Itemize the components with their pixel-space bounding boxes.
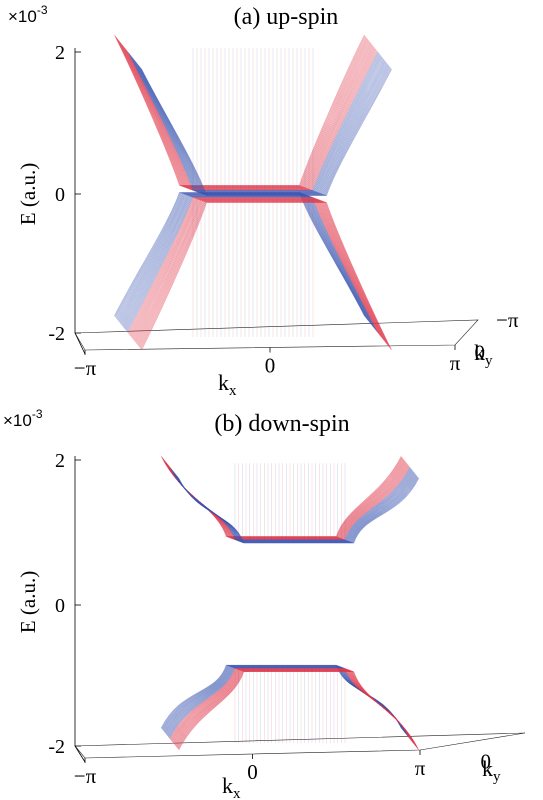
panel-b: ×10-3 (b) down-spin E (a.u.) 20-2 −π0π −… — [3, 407, 526, 800]
lower-band-mesh-line — [141, 202, 392, 351]
x-axis-line — [74, 745, 86, 763]
panel-b-yticks: −π0 — [481, 750, 492, 774]
panel-a-zticks: 2 0 -2 — [48, 42, 81, 345]
panel-a-xticks: −π 0 π — [74, 345, 461, 380]
z-tick-label: -2 — [48, 323, 65, 345]
upper-band-mesh-line — [178, 478, 420, 544]
panel-b-xlabel: kx — [222, 773, 241, 800]
panel-b-zlabel: E (a.u.) — [16, 571, 40, 633]
panel-b-zticks: 2 0 -2 — [48, 450, 81, 758]
panel-b-axes-box — [74, 456, 526, 763]
panel-a-multiplier: ×10-3 — [8, 3, 48, 26]
panel-b-title: (b) down-spin — [214, 411, 349, 437]
panel-b-surface — [160, 456, 420, 751]
panel-b-multiplier: ×10-3 — [3, 407, 43, 430]
y-tick-label: 0 — [475, 341, 486, 365]
z-tick-label: 2 — [55, 42, 65, 64]
panel-a: ×10-3 (a) up-spin E (a.u.) 20-2 −π 0 π −π0… — [8, 3, 519, 399]
z-tick-label: -2 — [48, 736, 65, 758]
panel-b-xticks: −π 0 π — [74, 750, 426, 788]
z-tick-label: 2 — [55, 450, 65, 472]
panel-a-yticks: −π 0 — [475, 308, 519, 365]
x-tick-label: 0 — [265, 354, 276, 378]
x-tick-label: −π — [74, 356, 97, 380]
y-tick-label: −π — [496, 308, 519, 332]
panel-a-zlabel: E (a.u.) — [16, 163, 40, 225]
panel-b-ylabel: ky — [482, 756, 501, 785]
x-tick-label: 0 — [247, 760, 258, 784]
z-tick-label: 0 — [55, 595, 65, 617]
x-axis-line — [74, 332, 86, 355]
panel-a-title: (a) up-spin — [234, 4, 339, 30]
y-tick-label: 0 — [481, 750, 492, 774]
z-tick-label: 0 — [55, 184, 65, 206]
x-tick-label: π — [415, 756, 426, 780]
lower-band-mesh-line — [178, 671, 420, 751]
panel-a-xlabel: kx — [218, 370, 237, 399]
panel-a-surface — [114, 34, 392, 351]
panel-a-ylabel: ky — [474, 340, 493, 369]
x-tick-label: π — [450, 351, 461, 375]
x-tick-label: −π — [74, 764, 97, 788]
upper-band-mesh-line — [141, 68, 392, 196]
floor-plane — [74, 732, 526, 759]
